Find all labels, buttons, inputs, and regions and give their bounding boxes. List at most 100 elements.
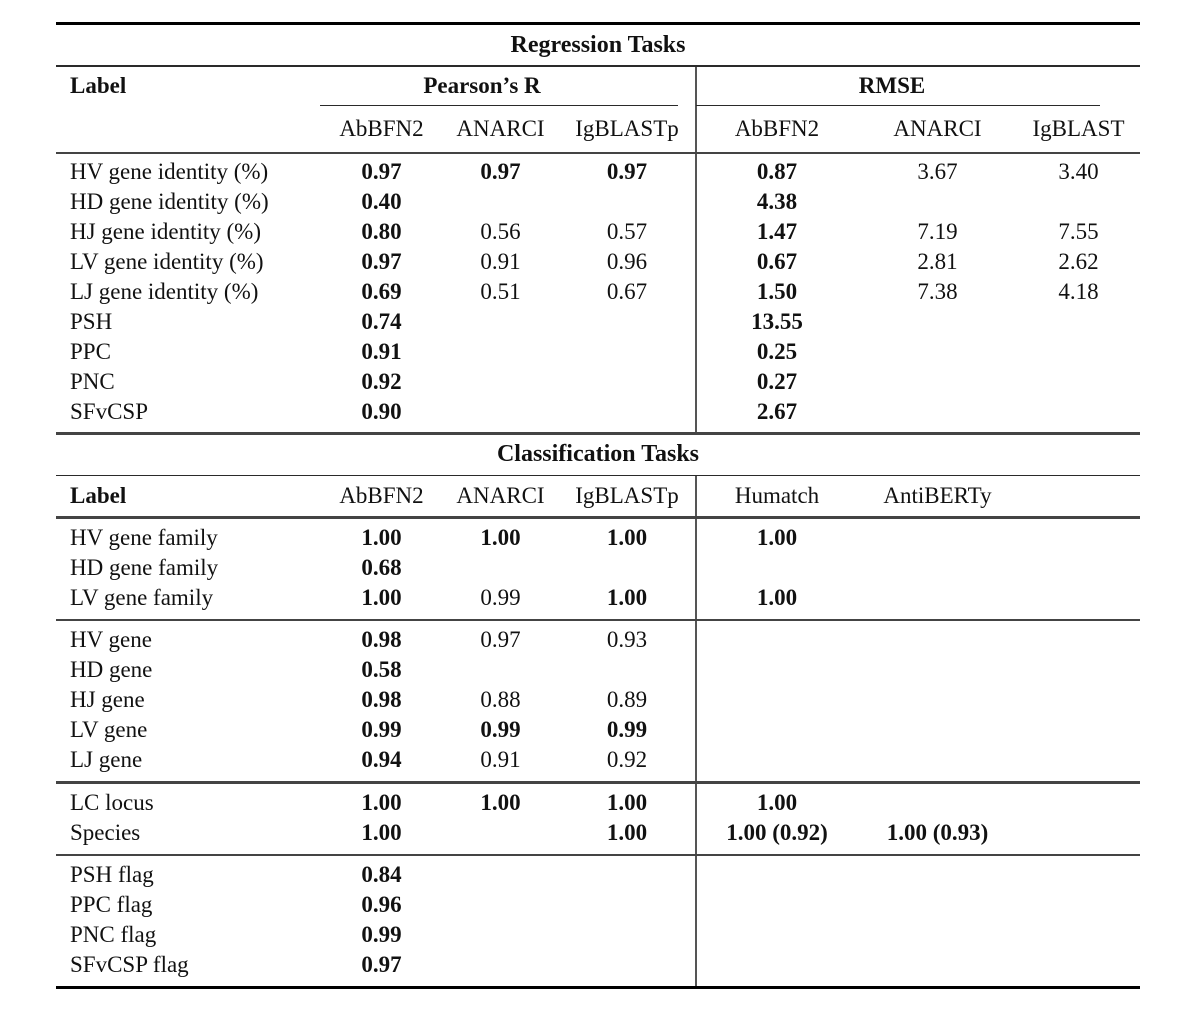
table-row: HV gene family 1.00 1.00 1.00 1.00: [56, 523, 1140, 553]
section-divider-rule: [56, 432, 1140, 435]
bottom-rule: [56, 986, 1140, 989]
row-label: LV gene identity (%): [70, 249, 264, 274]
table-row: Species 1.00 1.00 1.00 (0.92) 1.00 (0.93): [56, 818, 1140, 848]
value-cell: 1.00: [361, 584, 402, 610]
value-cell: 2.67: [756, 399, 798, 424]
value-cell: 0.27: [756, 369, 798, 394]
value-cell: 0.56: [480, 219, 521, 244]
table-row: SFvCSP flag 0.97: [56, 950, 1140, 980]
table-row: HD gene family 0.68: [56, 553, 1140, 583]
row-label: Species: [70, 819, 141, 845]
value-cell: 7.19: [917, 219, 958, 244]
value-cell: 7.55: [1058, 219, 1099, 244]
column-header-antiberty: AntiBERTy: [883, 483, 992, 508]
value-cell: 7.38: [917, 279, 958, 304]
value-cell: 0.68: [361, 554, 402, 580]
table-row: SFvCSP 0.90 2.67: [56, 397, 1140, 427]
row-label: PNC: [70, 369, 115, 394]
regression-title-rule: [56, 65, 1140, 67]
value-cell: 0.92: [361, 369, 402, 394]
table-row: LV gene 0.99 0.99 0.99: [56, 715, 1140, 745]
table-row: LV gene family 1.00 0.99 1.00 1.00: [56, 583, 1140, 613]
value-cell: 0.91: [480, 747, 521, 772]
value-cell: 3.40: [1058, 159, 1099, 184]
table-row: PSH flag 0.84: [56, 860, 1140, 890]
value-cell: 1.00: [756, 584, 798, 610]
row-label: PSH: [70, 309, 113, 334]
rmse-group-header: RMSE: [858, 72, 926, 98]
row-label: SFvCSP: [70, 399, 149, 424]
column-header-humatch: Humatch: [734, 483, 820, 508]
value-cell: 0.99: [480, 584, 521, 610]
group-divider-rule: [56, 618, 1140, 621]
table-row: HD gene identity (%) 0.40 4.38: [56, 187, 1140, 217]
column-divider: [695, 66, 697, 432]
value-cell: 1.00: [606, 819, 648, 845]
pearsons-r-group-header: Pearson’s R: [423, 72, 541, 98]
table-row: PNC 0.92 0.27: [56, 367, 1140, 397]
label-column-header: Label: [70, 483, 127, 508]
value-cell: 0.94: [361, 747, 402, 772]
row-label: PNC flag: [70, 922, 157, 947]
table-row: LV gene identity (%) 0.97 0.91 0.96 0.67 2.81…: [56, 247, 1140, 277]
value-cell: 1.00: [361, 524, 402, 550]
row-label: HD gene identity (%): [70, 189, 269, 214]
row-label: LV gene: [70, 717, 148, 742]
top-rule: [56, 22, 1140, 25]
gene-family-group: HV gene family 1.00 1.00 1.00 1.00 HD gene fa…: [56, 519, 1140, 619]
table-row: HV gene 0.98 0.97 0.93: [56, 625, 1140, 655]
value-cell: 2.81: [917, 249, 958, 274]
value-cell: 1.50: [756, 279, 798, 304]
row-label: LC locus: [70, 789, 154, 815]
value-cell: 0.97: [361, 159, 402, 184]
value-cell: 0.69: [361, 279, 402, 304]
value-cell: 1.00: [480, 789, 521, 815]
value-cell: 0.99: [361, 922, 402, 947]
regression-subheader-row: AbBFN2 ANARCI IgBLASTp AbBFN2 ANARCI IgB…: [56, 107, 1140, 152]
regression-header-rule: [56, 151, 1140, 154]
column-header-anarci: ANARCI: [456, 483, 545, 508]
value-cell: 0.99: [480, 717, 521, 742]
regression-rows: HV gene identity (%) 0.97 0.97 0.97 0.87 3.67…: [56, 154, 1140, 432]
value-cell: 1.00: [756, 789, 798, 815]
value-cell: 0.98: [361, 687, 402, 712]
value-cell: 4.18: [1058, 279, 1099, 304]
value-cell: 0.89: [606, 687, 648, 712]
value-cell: 1.00: [756, 524, 798, 550]
value-cell: 0.80: [361, 219, 402, 244]
table-row: LJ gene identity (%) 0.69 0.51 0.67 1.50 7.38…: [56, 277, 1140, 307]
value-cell: 2.62: [1058, 249, 1099, 274]
value-cell: 0.97: [361, 249, 402, 274]
value-cell: 1.00: [606, 584, 648, 610]
value-cell: 1.00 (0.92): [726, 819, 828, 845]
value-cell: 0.97: [480, 159, 521, 184]
column-header-igblastp: IgBLASTp: [575, 483, 679, 508]
column-divider: [695, 476, 697, 986]
table-row: LC locus 1.00 1.00 1.00 1.00: [56, 788, 1140, 818]
regression-section-title: Regression Tasks: [510, 31, 686, 58]
value-cell: 0.91: [480, 249, 521, 274]
value-cell: 0.87: [756, 159, 798, 184]
regression-section: Label Pearson’s R RMSE AbBFN2 ANARCI IgB…: [56, 66, 1140, 432]
value-cell: 0.67: [756, 249, 798, 274]
table-row: PSH 0.74 13.55: [56, 307, 1140, 337]
classification-header-rule: [56, 516, 1140, 519]
value-cell: 1.00: [606, 524, 648, 550]
classification-section: Label AbBFN2 ANARCI IgBLASTp Humatch Ant…: [56, 476, 1140, 986]
value-cell: 1.47: [756, 219, 798, 244]
value-cell: 0.67: [606, 279, 648, 304]
value-cell: 1.00: [361, 789, 402, 815]
row-label: HJ gene identity (%): [70, 219, 261, 244]
row-label: LJ gene identity (%): [70, 279, 259, 304]
value-cell: 0.97: [361, 952, 402, 977]
value-cell: 0.25: [756, 339, 798, 364]
value-cell: 0.88: [480, 687, 521, 712]
results-table: Regression Tasks Label Pearson’s R RMSE …: [56, 22, 1140, 989]
row-label: LV gene family: [70, 584, 214, 610]
table-row: PPC 0.91 0.25: [56, 337, 1140, 367]
cmidrule-band: [56, 104, 1140, 107]
row-label: HV gene family: [70, 524, 218, 550]
group-divider-rule: [56, 853, 1140, 856]
classification-section-title: Classification Tasks: [496, 441, 700, 467]
row-label: HD gene: [70, 657, 153, 682]
